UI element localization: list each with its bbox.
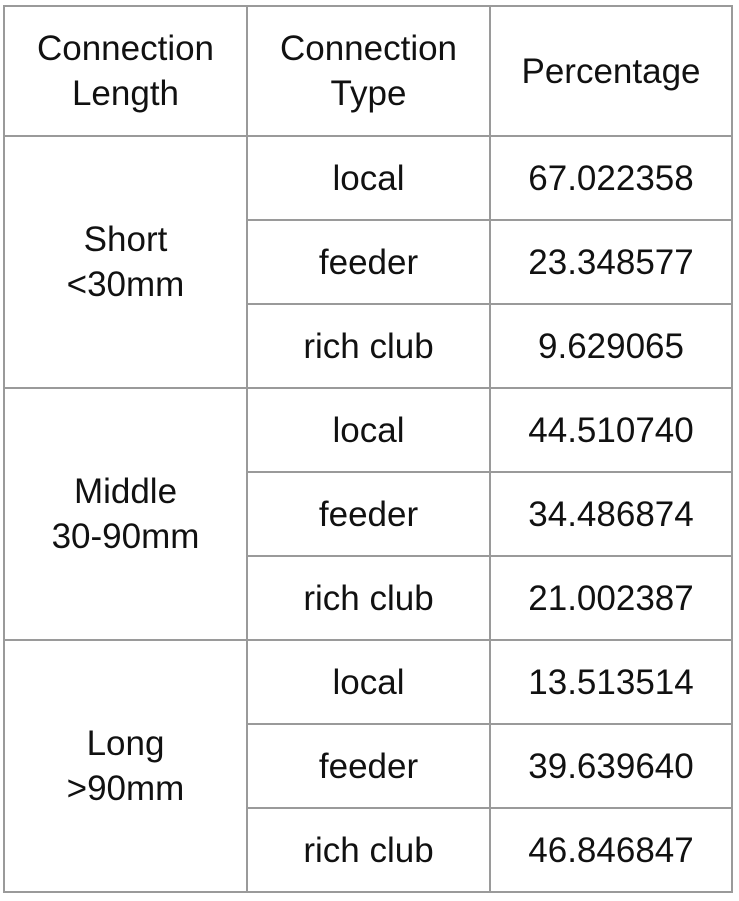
connection-type-cell: feeder — [246, 219, 491, 305]
header-length-line-2: Length — [71, 74, 180, 113]
group-label-long: Long >90mm — [3, 639, 248, 893]
group-label-line-2: <30mm — [66, 265, 185, 304]
connection-type-cell: rich club — [246, 807, 491, 893]
group-label-line-1: Short — [83, 220, 168, 259]
header-connection-type: Connection Type — [246, 5, 491, 137]
connection-type-cell: local — [246, 639, 491, 725]
percentage-cell: 13.513514 — [489, 639, 733, 725]
percentage-cell: 34.486874 — [489, 471, 733, 557]
percentage-cell: 44.510740 — [489, 387, 733, 473]
percentage-cell: 9.629065 — [489, 303, 733, 389]
connection-type-cell: feeder — [246, 471, 491, 557]
percentage-cell: 67.022358 — [489, 135, 733, 221]
connection-table: Connection Length Connection Type Percen… — [3, 5, 733, 893]
table-row: feeder 23.348577 — [4, 219, 733, 305]
header-type-line-2: Type — [330, 74, 407, 113]
connection-type-cell: rich club — [246, 303, 491, 389]
table-row: Long >90mm local 13.513514 — [3, 639, 733, 893]
connection-type-cell: rich club — [246, 555, 491, 641]
connection-type-cell: local — [246, 135, 491, 221]
group-label-line-1: Middle — [73, 472, 178, 511]
group-label-middle: Middle 30-90mm — [3, 387, 248, 641]
percentage-cell: 21.002387 — [489, 555, 733, 641]
table-row: rich club 46.846847 — [4, 807, 733, 893]
percentage-cell: 23.348577 — [489, 219, 733, 305]
group-label-line-1: Long — [86, 724, 165, 763]
connection-type-cell: local — [246, 387, 491, 473]
percentage-cell: 39.639640 — [489, 723, 733, 809]
header-percentage: Percentage — [489, 5, 733, 137]
table-row: rich club 21.002387 — [4, 555, 733, 641]
table-row: rich club 9.629065 — [4, 303, 733, 389]
table-row: feeder 39.639640 — [4, 723, 733, 809]
table-header-row: Connection Length Connection Type Percen… — [3, 5, 733, 137]
table-row: Middle 30-90mm local 44.510740 — [3, 387, 733, 641]
header-length-line-1: Connection — [36, 29, 215, 68]
header-connection-length: Connection Length — [3, 5, 248, 137]
connection-type-cell: feeder — [246, 723, 491, 809]
group-label-short: Short <30mm — [3, 135, 248, 389]
group-label-line-2: 30-90mm — [51, 517, 200, 556]
table-row: Short <30mm local 67.022358 — [3, 135, 733, 389]
percentage-cell: 46.846847 — [489, 807, 733, 893]
table-row: feeder 34.486874 — [4, 471, 733, 557]
group-label-line-2: >90mm — [66, 769, 185, 808]
header-type-line-1: Connection — [279, 29, 458, 68]
